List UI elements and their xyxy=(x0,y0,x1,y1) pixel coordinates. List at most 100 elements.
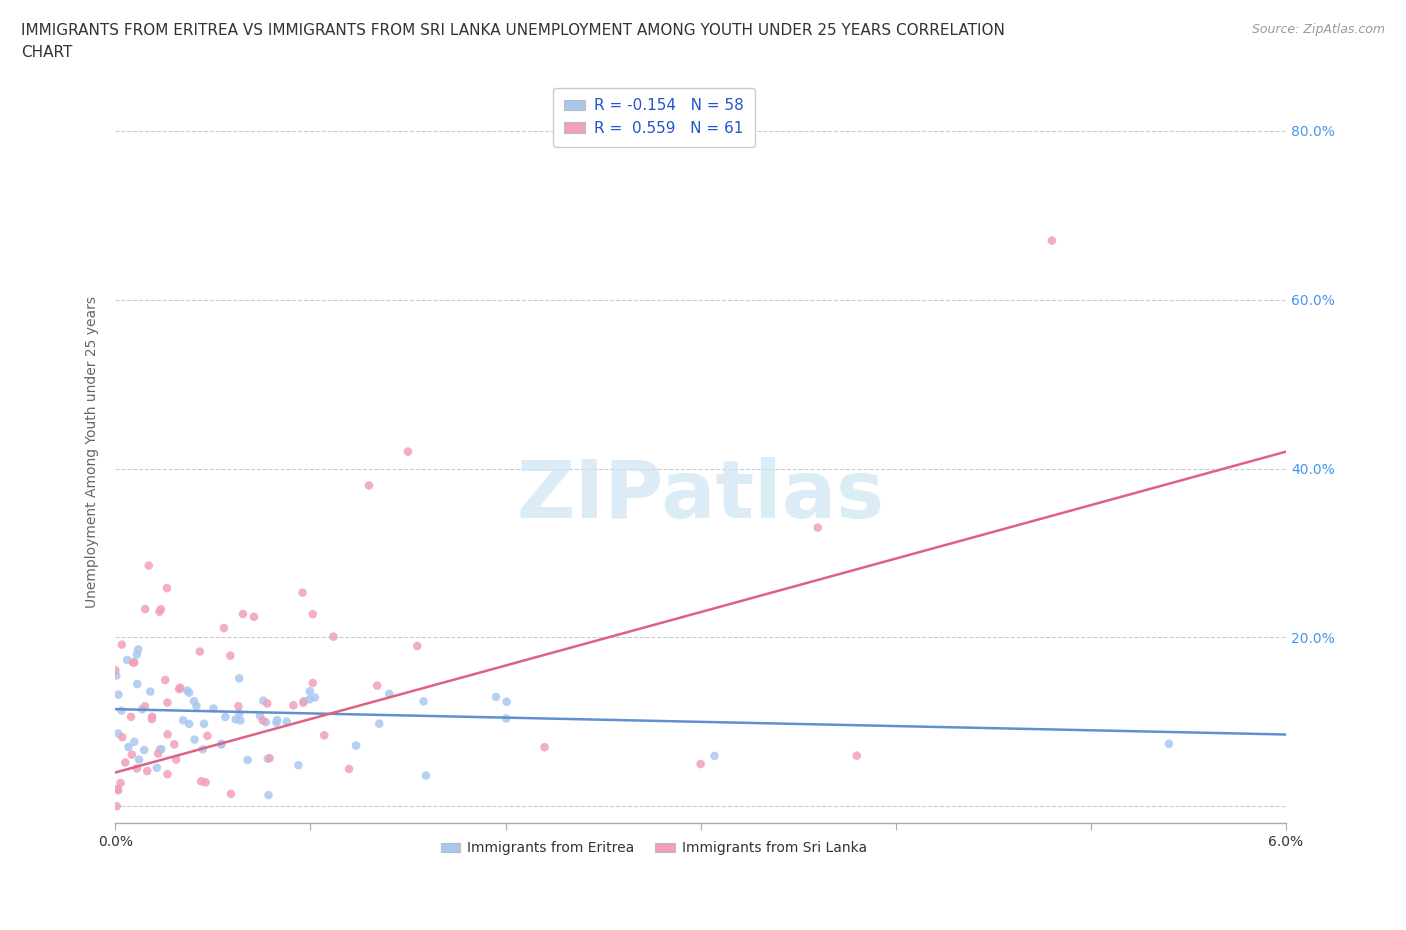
Point xyxy=(357,478,380,493)
Point xyxy=(412,694,434,709)
Point xyxy=(183,694,205,709)
Point xyxy=(495,695,517,710)
Point xyxy=(214,710,236,724)
Point xyxy=(104,663,127,678)
Point xyxy=(194,775,217,790)
Point xyxy=(495,711,517,726)
Point xyxy=(533,739,555,754)
Point xyxy=(150,742,173,757)
Point xyxy=(252,713,274,728)
Point xyxy=(266,715,288,730)
Point xyxy=(183,732,205,747)
Point xyxy=(232,606,254,621)
Point xyxy=(344,738,367,753)
Point xyxy=(211,737,233,751)
Point xyxy=(254,715,277,730)
Point xyxy=(156,727,179,742)
Point xyxy=(120,710,142,724)
Point xyxy=(366,678,388,693)
Point xyxy=(186,698,208,713)
Point xyxy=(179,716,201,731)
Point xyxy=(229,713,252,728)
Point xyxy=(155,672,177,687)
Point xyxy=(276,714,298,729)
Point xyxy=(807,520,830,535)
Point xyxy=(209,737,232,752)
Point xyxy=(266,712,288,727)
Point xyxy=(156,695,179,710)
Point xyxy=(110,703,132,718)
Point xyxy=(149,742,172,757)
Point xyxy=(107,687,129,702)
Point xyxy=(212,620,235,635)
Point xyxy=(225,712,247,727)
Point xyxy=(314,728,336,743)
Point xyxy=(259,751,281,765)
Point xyxy=(256,751,278,766)
Point xyxy=(845,749,868,764)
Point xyxy=(149,602,172,617)
Point xyxy=(139,684,162,699)
Point xyxy=(257,788,280,803)
Point xyxy=(148,604,170,619)
Point xyxy=(115,653,138,668)
Point xyxy=(125,647,148,662)
Point xyxy=(243,609,266,624)
Point xyxy=(134,742,156,757)
Point xyxy=(193,716,215,731)
Point xyxy=(134,602,156,617)
Point xyxy=(406,639,429,654)
Point xyxy=(298,684,321,698)
Point xyxy=(301,606,323,621)
Point xyxy=(127,642,149,657)
Point xyxy=(292,694,315,709)
Point xyxy=(167,682,190,697)
Point xyxy=(219,787,242,802)
Point xyxy=(337,762,360,777)
Point xyxy=(287,758,309,773)
Point xyxy=(228,706,250,721)
Point xyxy=(298,692,321,707)
Point xyxy=(195,728,218,743)
Point xyxy=(141,710,163,724)
Point xyxy=(378,686,401,701)
Point xyxy=(304,690,326,705)
Point xyxy=(117,739,139,754)
Point xyxy=(146,761,169,776)
Point xyxy=(141,711,163,726)
Point xyxy=(190,774,212,789)
Point xyxy=(188,644,211,659)
Point xyxy=(165,752,187,767)
Point xyxy=(105,668,128,683)
Point xyxy=(122,655,145,670)
Point xyxy=(131,702,153,717)
Point xyxy=(191,742,214,757)
Point xyxy=(202,701,225,716)
Point xyxy=(1040,233,1063,248)
Point xyxy=(169,680,191,695)
Point xyxy=(124,656,146,671)
Point xyxy=(219,648,242,663)
Point xyxy=(249,709,271,724)
Text: ZIPatlas: ZIPatlas xyxy=(516,458,884,536)
Point xyxy=(301,675,323,690)
Text: IMMIGRANTS FROM ERITREA VS IMMIGRANTS FROM SRI LANKA UNEMPLOYMENT AMONG YOUTH UN: IMMIGRANTS FROM ERITREA VS IMMIGRANTS FR… xyxy=(21,23,1005,38)
Point xyxy=(1157,737,1180,751)
Point xyxy=(291,585,314,600)
Point xyxy=(138,558,160,573)
Point xyxy=(703,749,725,764)
Point xyxy=(125,761,148,776)
Legend: Immigrants from Eritrea, Immigrants from Sri Lanka: Immigrants from Eritrea, Immigrants from… xyxy=(436,836,872,861)
Text: Source: ZipAtlas.com: Source: ZipAtlas.com xyxy=(1251,23,1385,36)
Text: CHART: CHART xyxy=(21,45,73,60)
Point xyxy=(107,781,129,796)
Point xyxy=(107,783,129,798)
Point xyxy=(177,685,200,700)
Point xyxy=(256,696,278,711)
Point xyxy=(368,716,391,731)
Point xyxy=(121,747,143,762)
Point xyxy=(485,689,508,704)
Point xyxy=(105,799,128,814)
Point xyxy=(156,580,179,595)
Point xyxy=(176,684,198,698)
